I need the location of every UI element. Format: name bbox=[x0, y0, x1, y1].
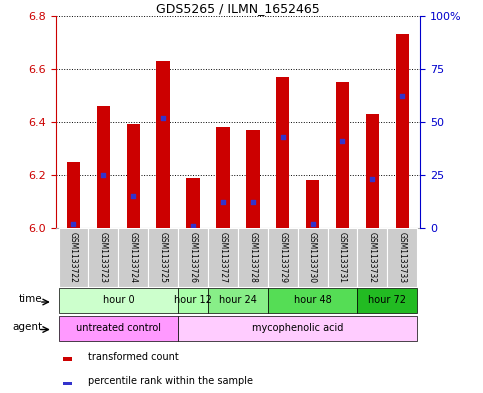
Bar bbox=[276, 77, 289, 228]
Point bbox=[219, 199, 227, 206]
FancyBboxPatch shape bbox=[118, 228, 148, 287]
Point bbox=[279, 134, 286, 140]
FancyBboxPatch shape bbox=[178, 316, 417, 340]
FancyBboxPatch shape bbox=[58, 228, 88, 287]
Point bbox=[398, 93, 406, 99]
Bar bbox=[63, 382, 72, 385]
FancyBboxPatch shape bbox=[88, 228, 118, 287]
Text: GSM1133727: GSM1133727 bbox=[218, 232, 227, 283]
FancyBboxPatch shape bbox=[298, 228, 327, 287]
Point bbox=[189, 223, 197, 229]
Text: GSM1133732: GSM1133732 bbox=[368, 232, 377, 283]
Text: hour 48: hour 48 bbox=[294, 295, 331, 305]
Bar bbox=[216, 127, 229, 228]
Bar bbox=[156, 61, 170, 228]
Text: GSM1133722: GSM1133722 bbox=[69, 232, 78, 283]
Text: GSM1133724: GSM1133724 bbox=[129, 232, 138, 283]
Bar bbox=[63, 358, 72, 361]
Point bbox=[159, 114, 167, 121]
Text: GSM1133731: GSM1133731 bbox=[338, 232, 347, 283]
FancyBboxPatch shape bbox=[208, 288, 268, 313]
Point bbox=[99, 172, 107, 178]
FancyBboxPatch shape bbox=[178, 228, 208, 287]
Text: percentile rank within the sample: percentile rank within the sample bbox=[88, 376, 254, 386]
FancyBboxPatch shape bbox=[178, 288, 208, 313]
Bar bbox=[366, 114, 379, 228]
Point bbox=[309, 220, 316, 227]
FancyBboxPatch shape bbox=[238, 228, 268, 287]
FancyBboxPatch shape bbox=[357, 228, 387, 287]
Text: GSM1133723: GSM1133723 bbox=[99, 232, 108, 283]
Point bbox=[369, 176, 376, 182]
Text: time: time bbox=[19, 294, 43, 304]
FancyBboxPatch shape bbox=[268, 288, 357, 313]
FancyBboxPatch shape bbox=[327, 228, 357, 287]
FancyBboxPatch shape bbox=[387, 228, 417, 287]
Point bbox=[129, 193, 137, 199]
Text: GSM1133725: GSM1133725 bbox=[158, 232, 168, 283]
FancyBboxPatch shape bbox=[58, 316, 178, 340]
Bar bbox=[336, 82, 349, 228]
Text: GSM1133728: GSM1133728 bbox=[248, 232, 257, 283]
Bar bbox=[186, 178, 200, 228]
Bar bbox=[306, 180, 319, 228]
Title: GDS5265 / ILMN_1652465: GDS5265 / ILMN_1652465 bbox=[156, 2, 320, 15]
FancyBboxPatch shape bbox=[268, 228, 298, 287]
Text: GSM1133726: GSM1133726 bbox=[188, 232, 198, 283]
Text: GSM1133733: GSM1133733 bbox=[398, 232, 407, 283]
FancyBboxPatch shape bbox=[58, 288, 178, 313]
Point bbox=[249, 199, 256, 206]
FancyBboxPatch shape bbox=[148, 228, 178, 287]
Text: transformed count: transformed count bbox=[88, 352, 179, 362]
Text: untreated control: untreated control bbox=[76, 323, 161, 332]
Bar bbox=[127, 125, 140, 228]
Bar bbox=[67, 162, 80, 228]
Text: mycophenolic acid: mycophenolic acid bbox=[252, 323, 343, 332]
Text: hour 24: hour 24 bbox=[219, 295, 257, 305]
Text: hour 12: hour 12 bbox=[174, 295, 212, 305]
Text: hour 0: hour 0 bbox=[102, 295, 134, 305]
Point bbox=[339, 138, 346, 144]
Bar bbox=[246, 130, 259, 228]
FancyBboxPatch shape bbox=[208, 228, 238, 287]
Point bbox=[70, 220, 77, 227]
Bar bbox=[396, 34, 409, 228]
Text: agent: agent bbox=[13, 322, 43, 332]
FancyBboxPatch shape bbox=[357, 288, 417, 313]
Bar bbox=[97, 106, 110, 228]
Text: GSM1133730: GSM1133730 bbox=[308, 232, 317, 283]
Text: GSM1133729: GSM1133729 bbox=[278, 232, 287, 283]
Text: hour 72: hour 72 bbox=[369, 295, 406, 305]
